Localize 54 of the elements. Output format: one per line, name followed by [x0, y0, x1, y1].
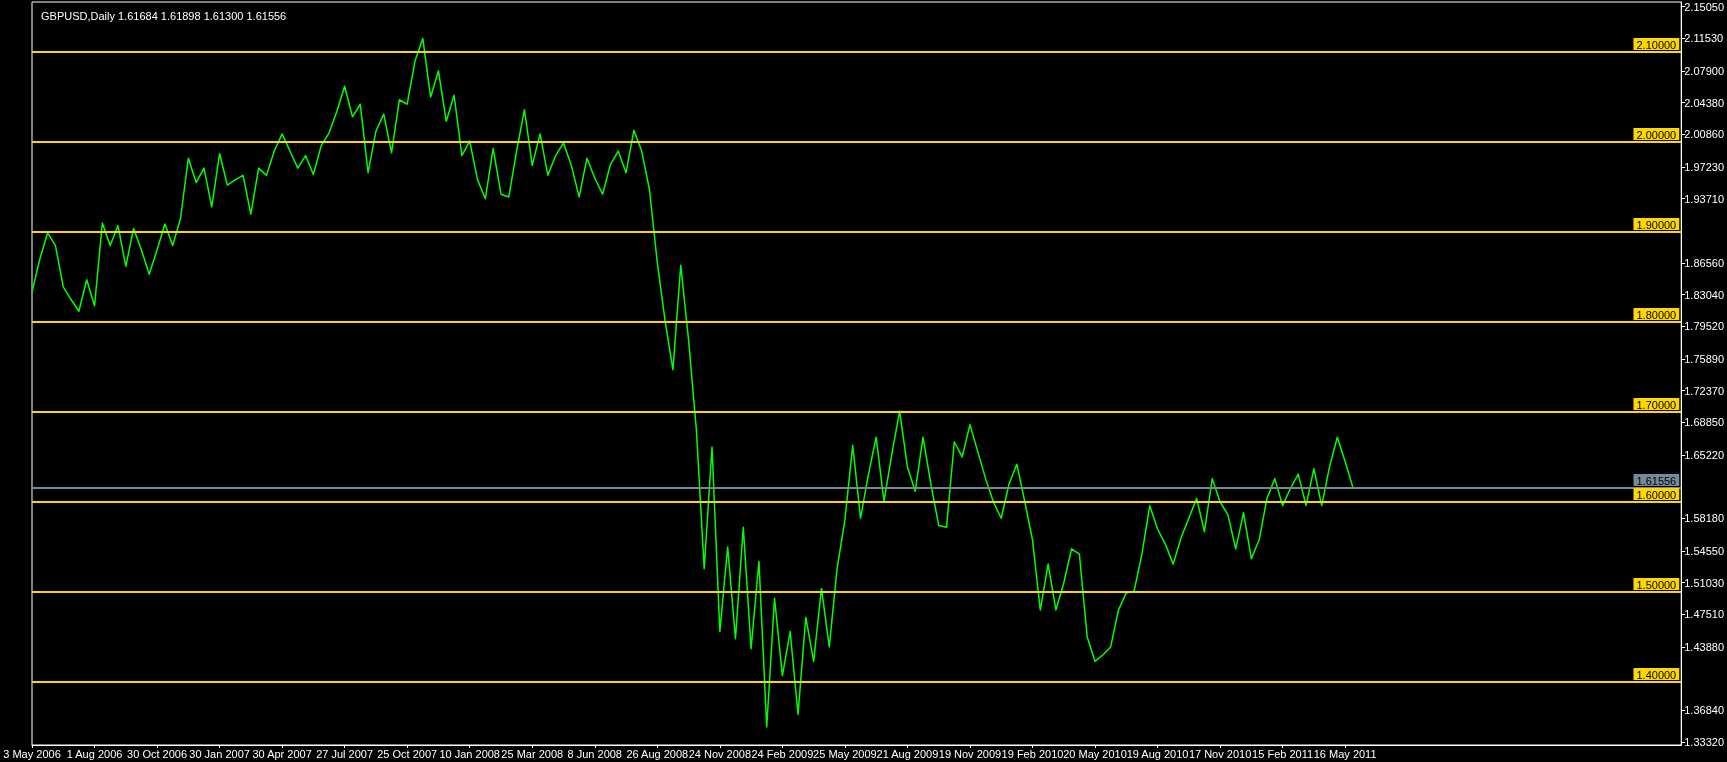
x-tick-label: 30 Jan 2007: [189, 747, 250, 760]
y-tick-label: 1.43880: [1684, 641, 1724, 654]
line-series: [31, 37, 1354, 728]
y-tick-label: 1.86560: [1684, 256, 1724, 269]
y-tick-label: 1.54550: [1684, 545, 1724, 558]
ref-line-label: 2.10000: [1636, 38, 1677, 51]
ref-line-label: 1.70000: [1636, 398, 1677, 411]
ref-line-label: 1.90000: [1636, 218, 1677, 231]
ref-line-label: 1.60000: [1636, 488, 1677, 501]
x-tick-label: 25 Oct 2007: [377, 747, 438, 760]
y-tick-label: 2.04380: [1684, 96, 1724, 109]
ref-line-label: 1.40000: [1636, 668, 1677, 681]
x-tick-label: 21 Aug 2009: [876, 747, 939, 760]
y-tick-label: 1.58180: [1684, 512, 1724, 525]
x-tick-label: 27 Jul 2007: [316, 747, 374, 760]
x-tick-label: 30 Apr 2007: [252, 747, 312, 760]
y-tick-label: 1.68850: [1684, 416, 1724, 429]
y-tick-label: 2.00860: [1684, 128, 1724, 141]
x-tick-label: 19 Aug 2010: [1126, 747, 1189, 760]
x-tick-label: 25 Mar 2008: [501, 747, 564, 760]
ref-line-label: 1.61556: [1636, 474, 1677, 487]
x-tick-label: 8 Jun 2008: [567, 747, 622, 760]
x-tick-label: 3 May 2006: [3, 747, 61, 760]
x-tick-label: 25 May 2009: [813, 747, 877, 760]
y-tick-label: 1.47510: [1684, 608, 1724, 621]
y-tick-label: 1.72370: [1684, 384, 1724, 397]
y-tick-label: 2.11530: [1684, 32, 1724, 45]
x-tick-label: 26 Aug 2008: [626, 747, 689, 760]
x-tick-label: 16 May 2011: [1313, 747, 1377, 760]
ref-line-label: 1.50000: [1636, 578, 1677, 591]
ref-line-label: 2.00000: [1636, 128, 1677, 141]
x-tick-label: 1 Aug 2006: [66, 747, 123, 760]
x-tick-label: 17 Nov 2010: [1188, 747, 1252, 760]
y-tick-label: 1.97230: [1684, 160, 1724, 173]
x-tick-label: 24 Feb 2009: [751, 747, 814, 760]
y-tick-label: 2.07900: [1684, 64, 1724, 77]
text: GBPUSD,Daily 1.61684 1.61898 1.61300 1.61556: [41, 9, 287, 22]
y-tick-label: 1.51030: [1684, 576, 1724, 589]
y-tick-label: 1.93710: [1684, 192, 1724, 205]
x-tick-label: 15 Feb 2011: [1252, 747, 1314, 760]
y-tick-label: 1.75890: [1684, 353, 1724, 366]
y-tick-label: 1.36840: [1684, 704, 1724, 717]
x-tick-label: 19 Feb 2010: [1001, 747, 1064, 760]
x-tick-label: 24 Nov 2008: [688, 747, 752, 760]
y-tick-label: 1.79520: [1684, 320, 1724, 333]
x-tick-label: 19 Nov 2009: [938, 747, 1002, 760]
x-tick-label: 10 Jan 2008: [439, 747, 500, 760]
ref-line-label: 1.80000: [1636, 308, 1677, 321]
y-tick-label: 1.83040: [1684, 288, 1724, 301]
y-tick-label: 2.15050: [1684, 0, 1724, 13]
y-tick-label: 1.65220: [1684, 449, 1724, 462]
x-tick-label: 20 May 2010: [1063, 747, 1127, 760]
y-tick-label: 1.33320: [1684, 736, 1724, 749]
x-tick-label: 30 Oct 2006: [127, 747, 188, 760]
